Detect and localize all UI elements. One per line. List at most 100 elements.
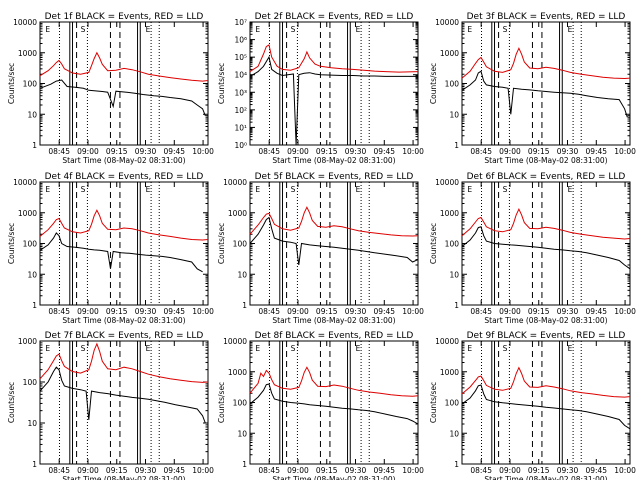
y-tick-label: 10 — [27, 419, 37, 428]
series-line-events — [249, 55, 418, 146]
x-tick-label: 09:15 — [316, 147, 338, 156]
x-tick-label: 10:00 — [192, 466, 214, 475]
series-line-events — [39, 232, 203, 273]
x-tick-label: 10:00 — [402, 466, 424, 475]
y-tick-label: 10⁷ — [234, 18, 247, 27]
panel-title: Det 2f BLACK = Events, RED = LLD — [255, 12, 414, 22]
annotation-label: S — [291, 25, 296, 34]
y-tick-label: 10² — [234, 106, 247, 115]
plot-frame — [461, 21, 631, 146]
x-tick-label: 09:45 — [373, 307, 395, 316]
y-tick-label: 10⁶ — [234, 36, 247, 45]
y-tick-label: 1 — [454, 301, 459, 310]
x-axis-label: Start Time (08-May-02 08:31:00) — [272, 316, 395, 325]
y-tick-label: 10000 — [435, 337, 459, 346]
x-tick-label: 08:45 — [258, 147, 280, 156]
y-axis-label: Counts/sec — [217, 63, 226, 104]
y-tick-label: 10 — [237, 270, 247, 279]
annotation-label: E — [467, 25, 472, 34]
plot-frame — [461, 181, 631, 306]
y-axis-label: Counts/sec — [217, 223, 226, 264]
x-tick-label: 09:00 — [77, 147, 99, 156]
annotation-label: E — [356, 344, 361, 353]
x-tick-label: 09:30 — [345, 147, 367, 156]
x-tick-label: 08:45 — [48, 466, 70, 475]
panel-det-2: Det 2f BLACK = Events, RED = LLD E S E 10⁰ 10… — [217, 12, 424, 165]
x-tick-label: 08:45 — [258, 466, 280, 475]
plot-frame — [461, 340, 631, 465]
y-tick-label: 100 — [445, 399, 460, 408]
panel-title: Det 5f BLACK = Events, RED = LLD — [255, 172, 414, 182]
x-tick-label: 09:00 — [499, 466, 521, 475]
y-tick-label: 10 — [449, 270, 459, 279]
y-tick-label: 1 — [454, 141, 459, 150]
series-line-lld — [39, 209, 209, 241]
x-tick-label: 09:15 — [316, 466, 338, 475]
y-tick-label: 1 — [454, 460, 459, 469]
series-line-lld — [39, 51, 209, 82]
y-tick-label: 10⁰ — [234, 141, 247, 150]
x-tick-label: 09:15 — [528, 307, 550, 316]
y-tick-label: 100 — [23, 240, 38, 249]
panel-det-3: Det 3f BLACK = Events, RED = LLD E S E 1 10 10… — [429, 12, 636, 165]
annotation-label: E — [255, 25, 260, 34]
y-tick-label: 1000 — [440, 368, 459, 377]
series-line-lld — [249, 206, 419, 237]
panel-title: Det 6f BLACK = Events, RED = LLD — [467, 172, 626, 182]
x-axis-label: Start Time (08-May-02 08:31:00) — [484, 156, 607, 165]
series-line-events — [249, 216, 419, 266]
y-tick-label: 10000 — [223, 337, 247, 346]
y-tick-label: 10 — [27, 270, 37, 279]
x-tick-label: 09:30 — [135, 466, 157, 475]
x-tick-label: 09:15 — [528, 466, 550, 475]
y-tick-label: 1000 — [440, 49, 459, 58]
y-axis-label: Counts/sec — [429, 223, 438, 264]
y-tick-label: 10⁴ — [234, 71, 247, 80]
x-tick-label: 09:00 — [287, 466, 309, 475]
series-line-events — [39, 79, 206, 116]
annotation-label: S — [503, 344, 508, 353]
annotation-label: S — [291, 185, 296, 194]
x-tick-label: 09:00 — [499, 307, 521, 316]
panel-title: Det 9f BLACK = Events, RED = LLD — [467, 331, 626, 341]
series-line-events — [249, 383, 419, 425]
y-tick-label: 1000 — [18, 49, 37, 58]
panel-det-7: Det 7f BLACK = Events, RED = LLD E S E 1 10 10… — [7, 331, 214, 480]
y-axis-label: Counts/sec — [7, 223, 16, 264]
y-tick-label: 1000 — [18, 209, 37, 218]
y-tick-label: 1 — [32, 301, 37, 310]
x-tick-label: 08:45 — [48, 307, 70, 316]
y-tick-label: 100 — [445, 240, 460, 249]
panel-det-9: Det 9f BLACK = Events, RED = LLD E S E 1 10 10… — [429, 331, 636, 480]
x-tick-label: 09:30 — [345, 466, 367, 475]
x-tick-label: 10:00 — [402, 307, 424, 316]
y-tick-label: 1 — [32, 460, 37, 469]
x-tick-label: 09:00 — [499, 147, 521, 156]
x-axis-label: Start Time (08-May-02 08:31:00) — [62, 156, 185, 165]
annotation-label: E — [45, 25, 50, 34]
x-tick-label: 08:45 — [48, 147, 70, 156]
panel-title: Det 4f BLACK = Events, RED = LLD — [45, 172, 204, 182]
y-axis-label: Counts/sec — [217, 382, 226, 423]
x-tick-label: 10:00 — [192, 307, 214, 316]
x-tick-label: 10:00 — [614, 147, 636, 156]
annotation-label: S — [81, 25, 86, 34]
y-tick-label: 1 — [32, 141, 37, 150]
series-line-events — [461, 70, 628, 118]
plot-frame — [39, 340, 209, 465]
series-line-lld — [461, 47, 631, 80]
y-tick-label: 10000 — [435, 18, 459, 27]
series-line-lld — [249, 366, 419, 397]
y-tick-label: 100 — [233, 240, 248, 249]
y-tick-label: 10 — [449, 429, 459, 438]
x-tick-label: 09:45 — [373, 466, 395, 475]
y-tick-label: 10000 — [223, 178, 247, 187]
annotation-label: E — [568, 344, 573, 353]
annotation-label: S — [81, 344, 86, 353]
panel-det-8: Det 8f BLACK = Events, RED = LLD E S E 1 10 10… — [217, 331, 424, 480]
annotation-label: E — [255, 344, 260, 353]
x-tick-label: 09:30 — [557, 307, 579, 316]
annotation-label: E — [255, 185, 260, 194]
x-axis-label: Start Time (08-May-02 08:31:00) — [62, 475, 185, 480]
